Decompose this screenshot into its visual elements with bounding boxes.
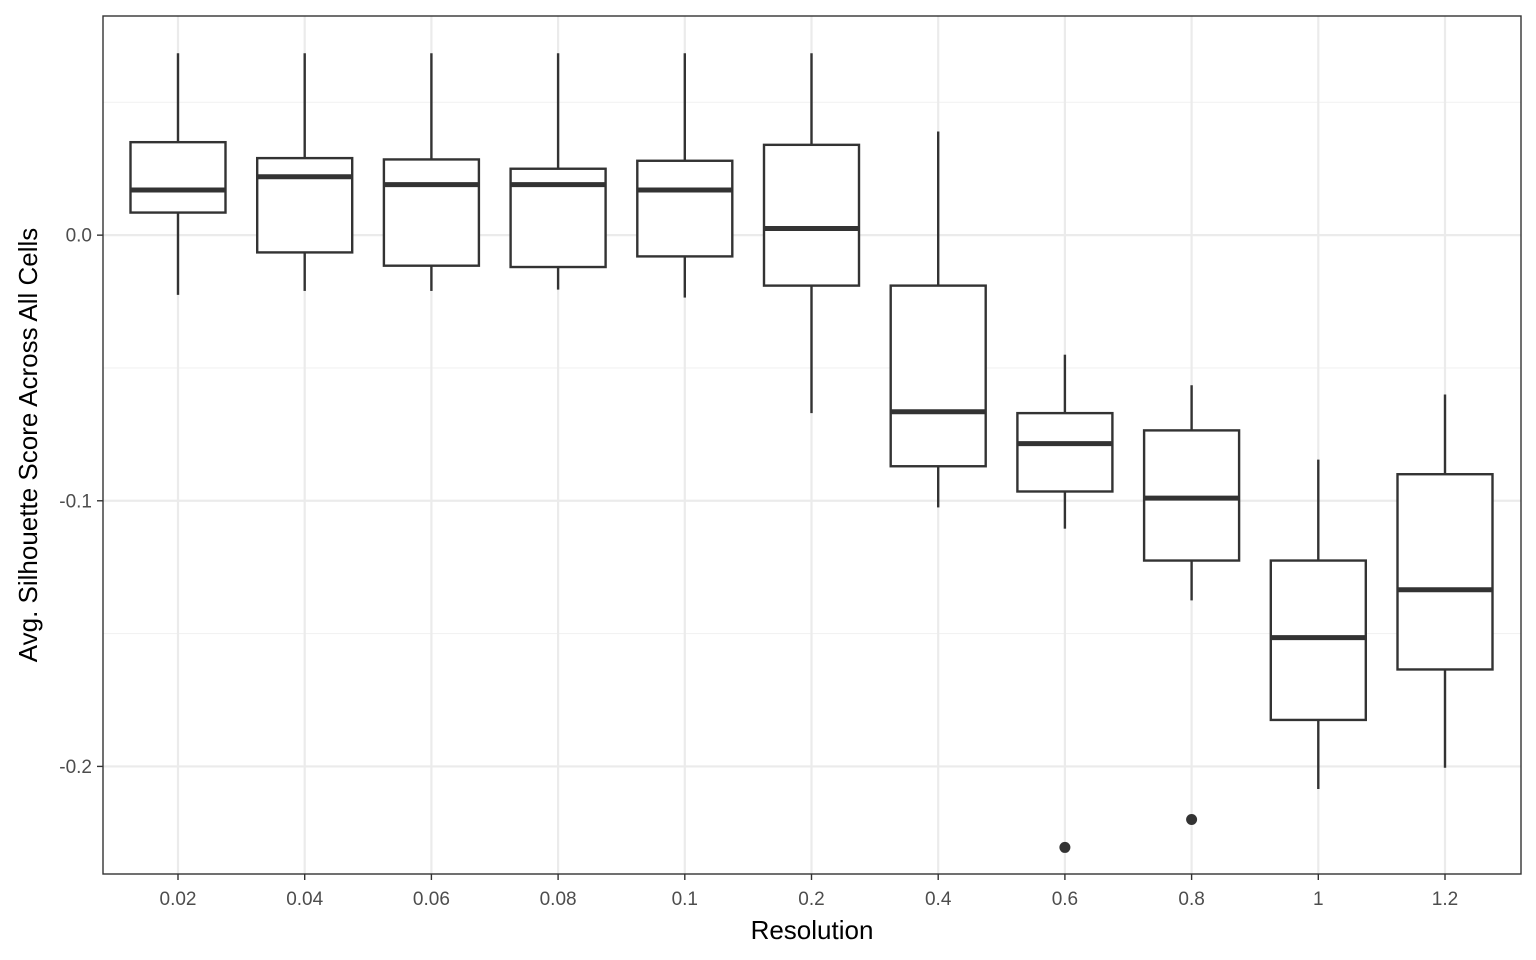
x-tick-label: 0.2	[798, 889, 824, 910]
x-tick-label: 0.06	[413, 889, 450, 910]
x-tick-label: 1	[1313, 889, 1324, 910]
y-tick-label: -0.1	[59, 491, 92, 512]
box-iqr	[1396, 473, 1494, 671]
y-axis: 0.0 -0.1 -0.2	[59, 226, 103, 778]
boxplot-0-1	[636, 53, 734, 298]
box-iqr	[382, 158, 481, 267]
boxplot-0-2	[762, 53, 861, 414]
box-iqr	[1016, 411, 1114, 493]
boxplots	[129, 53, 1494, 853]
box-iqr	[636, 159, 734, 258]
y-tick-label: 0.0	[66, 226, 92, 247]
box-iqr	[1269, 559, 1368, 722]
box-iqr	[129, 140, 227, 214]
boxplot-0-6	[1016, 354, 1114, 853]
boxplot-0-8	[1142, 385, 1241, 826]
box-iqr	[762, 143, 861, 287]
x-tick-label: 0.4	[925, 889, 952, 910]
x-tick-label: 0.04	[286, 889, 323, 910]
outlier-point	[1059, 841, 1071, 853]
x-tick-label: 0.02	[160, 889, 197, 910]
x-tick-label: 0.08	[540, 889, 577, 910]
box-iqr	[256, 156, 354, 254]
x-tick-label: 0.8	[1178, 889, 1204, 910]
boxplot-0-08	[509, 53, 607, 290]
box-iqr	[1142, 429, 1241, 562]
box-iqr	[889, 284, 987, 468]
outlier-point	[1186, 814, 1198, 826]
x-tick-label: 1.2	[1432, 889, 1458, 910]
boxplot-0-06	[382, 53, 481, 291]
boxplot-0-02	[129, 53, 227, 295]
x-axis-title: Resolution	[751, 915, 874, 945]
boxplot-1	[1269, 459, 1368, 789]
boxplot-0-4	[889, 131, 987, 508]
y-tick-label: -0.2	[59, 757, 92, 778]
y-axis-title: Avg. Silhouette Score Across All Cells	[13, 228, 43, 663]
x-axis: 0.02 0.04 0.06 0.08 0.1 0.2 0.4 0.6 0.8 1 1.2	[160, 874, 1458, 910]
x-tick-label: 0.1	[672, 889, 698, 910]
x-tick-label: 0.6	[1052, 889, 1078, 910]
boxplot-1-2	[1396, 394, 1494, 768]
boxplot-0-04	[256, 53, 354, 291]
